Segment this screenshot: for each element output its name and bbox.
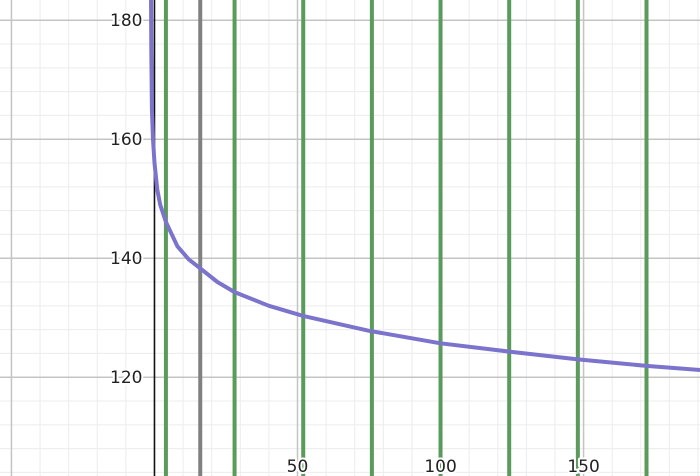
vertical-lines	[163, 0, 649, 476]
function-curve[interactable]	[149, 0, 700, 373]
x-tick-label: 100	[424, 457, 456, 476]
x-tick-label: 50	[287, 457, 309, 476]
y-tick-label: 120	[110, 368, 142, 388]
tick-labels: 50 100 150 120 140 160 180	[108, 9, 602, 476]
curve-layer	[149, 0, 700, 373]
x-tick-label: 150	[567, 457, 599, 476]
y-tick-label: 140	[110, 249, 142, 269]
y-tick-label: 180	[110, 11, 142, 31]
y-tick-label: 160	[110, 130, 142, 150]
